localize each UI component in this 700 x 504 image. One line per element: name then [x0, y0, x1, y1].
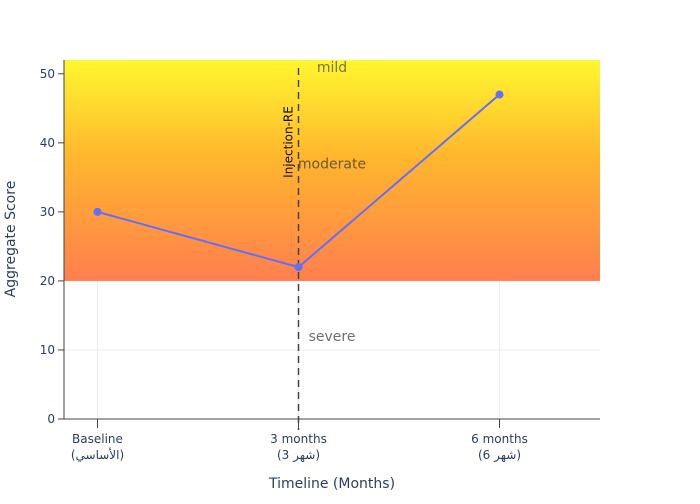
event-label: Injection-RE	[282, 106, 296, 178]
data-point	[294, 263, 303, 272]
x-tick-label: 3 months	[270, 432, 327, 446]
data-point	[495, 90, 504, 99]
y-tick-label: 20	[40, 274, 55, 288]
x-axis-title: Timeline (Months)	[268, 476, 395, 492]
y-tick-label: 50	[40, 67, 55, 81]
y-tick-label: 10	[40, 343, 55, 357]
band-moderate	[64, 60, 600, 281]
y-tick-label: 30	[40, 205, 55, 219]
data-point	[93, 207, 102, 216]
score-bands: severe moderate mild	[64, 60, 600, 345]
y-axis-title: Aggregate Score	[3, 181, 19, 298]
series-layer	[93, 90, 504, 272]
y-tick-label: 40	[40, 136, 55, 150]
band-label-moderate: moderate	[298, 157, 366, 173]
x-tick-sublabel: (شهر 6)	[478, 448, 521, 463]
x-tick-label: 6 months	[471, 432, 528, 446]
x-tick-sublabel: (شهر 3)	[277, 448, 320, 463]
x-tick-label: Baseline	[72, 432, 123, 446]
y-tick-label: 0	[47, 412, 55, 426]
band-label-mild: mild	[317, 60, 347, 76]
axes: 0 10 20 30 40 50 Baseline(الأساسي) 3 months (شهر…	[40, 60, 600, 463]
x-tick-sublabel: (الأساسي)	[71, 447, 124, 462]
event-marker: Injection-RE	[282, 68, 300, 430]
band-label-severe: severe	[309, 329, 356, 345]
